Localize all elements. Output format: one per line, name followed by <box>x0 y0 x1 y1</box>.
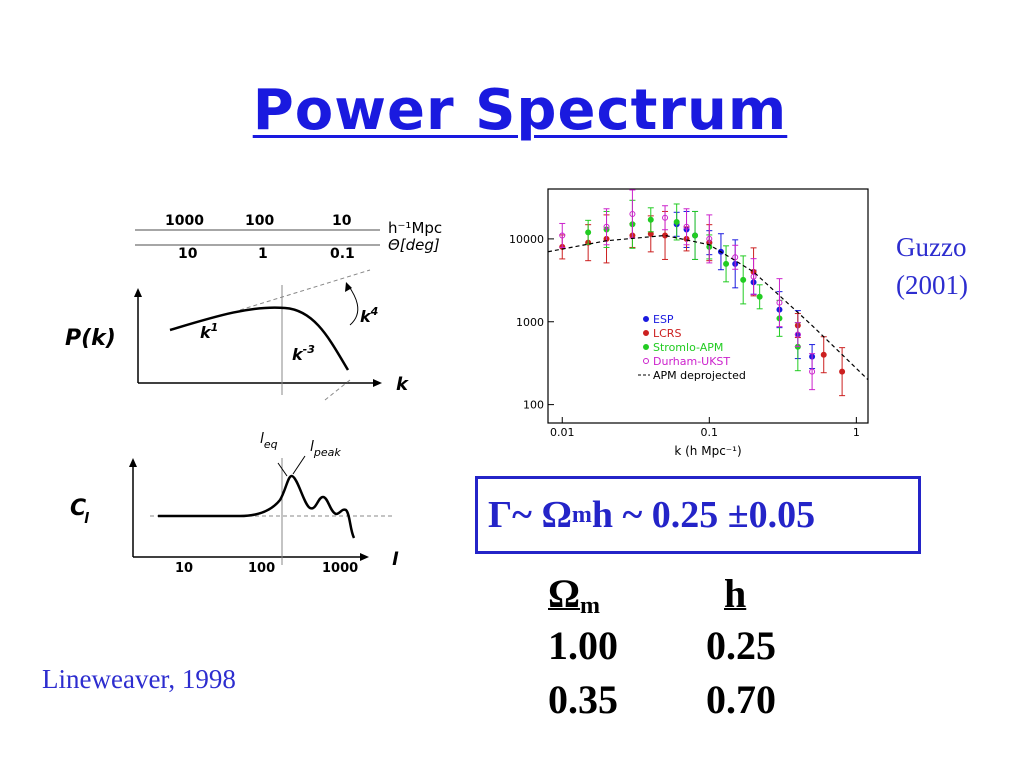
table-row-2-omega: 0.35 <box>548 677 618 722</box>
data-point-durham-ukst <box>732 254 739 261</box>
caption-lineweaver: Lineweaver, 1998 <box>42 664 236 694</box>
x-tick-label: 0.01 <box>550 426 575 439</box>
data-point-durham-ukst <box>809 368 816 375</box>
data-point-stromlo-apm <box>585 229 592 236</box>
data-point-stromlo-apm <box>740 276 747 283</box>
scale-bottom-0.1: 0.1 <box>330 246 355 262</box>
scale-bars: 1000 100 10 h⁻¹Mpc 10 1 0.1 Θ[deg] <box>135 213 442 262</box>
pk-slope3: k4 <box>360 305 378 326</box>
scale-top-100: 100 <box>245 213 274 229</box>
scale-top-1000: 1000 <box>165 213 204 229</box>
power-spectrum-chart: 0.01 0.1 1 100 1000 10000 ESPLCRSStromlo-APMD… <box>509 188 869 458</box>
data-point-durham-ukst <box>706 235 713 242</box>
pk-panel: P(k) k k1 k-3 k4 <box>65 269 409 401</box>
y-tick-label: 10000 <box>509 233 544 246</box>
legend-swatch <box>643 358 649 364</box>
data-point-stromlo-apm <box>647 216 654 223</box>
data-point-durham-ukst <box>662 214 669 221</box>
data-point-stromlo-apm <box>723 260 730 267</box>
table-row-2-h: 0.70 <box>706 677 776 722</box>
data-point-durham-ukst <box>603 223 610 230</box>
legend-label: LCRS <box>653 327 681 340</box>
cl-tick-10: 10 <box>175 561 193 576</box>
table-row-1-omega: 1.00 <box>548 623 618 668</box>
col-h-header: h <box>724 571 747 616</box>
scale-bottom-1: 1 <box>258 246 268 262</box>
x-tick-label: 1 <box>853 426 860 439</box>
data-point-durham-ukst <box>794 331 801 338</box>
col-omega-header: Ωm <box>548 571 601 619</box>
legend-label: ESP <box>653 313 674 326</box>
legend-label: APM deprojected <box>653 369 746 382</box>
pk-slope1: k1 <box>200 321 218 342</box>
page-title: Power Spectrum <box>252 78 788 143</box>
eq-gamma: Γ~ Ω <box>488 494 572 536</box>
chart-xlabel: k (h Mpc⁻¹) <box>674 444 741 458</box>
data-point-stromlo-apm <box>673 218 680 225</box>
scale-top-unit: h⁻¹Mpc <box>388 219 442 237</box>
scale-bottom-unit: Θ[deg] <box>388 236 440 254</box>
pk-ylabel: P(k) <box>65 326 116 351</box>
data-point-lcrs <box>839 368 846 375</box>
pk-xlabel: k <box>396 374 409 395</box>
lineweaver-diagram: 1000 100 10 h⁻¹Mpc 10 1 0.1 Θ[deg] P(k) … <box>65 213 442 576</box>
table-row-1-h: 0.25 <box>706 623 776 668</box>
cl-ylabel: Cl <box>70 496 89 527</box>
x-tick-label: 0.1 <box>701 426 719 439</box>
eq-sub: m <box>571 501 592 528</box>
cl-leq: leq <box>260 431 278 451</box>
cl-tick-100: 100 <box>248 561 275 576</box>
cl-panel: Cl l leq lpeak 10 100 1000 <box>70 431 399 576</box>
cl-xlabel: l <box>392 549 399 570</box>
caption-guzzo: Guzzo (2001) <box>896 228 968 304</box>
y-tick-label: 100 <box>523 399 544 412</box>
pk-slope2: k-3 <box>292 343 315 364</box>
data-point-durham-ukst <box>629 210 636 217</box>
cl-lpeak: lpeak <box>310 439 341 459</box>
data-point-stromlo-apm <box>692 232 699 239</box>
data-point-lcrs <box>820 351 827 358</box>
legend-label: Stromlo-APM <box>653 341 723 354</box>
data-point-durham-ukst <box>559 232 566 239</box>
legend-swatch <box>643 344 649 350</box>
caption-guzzo-year: (2001) <box>896 270 968 300</box>
data-point-durham-ukst <box>750 273 757 280</box>
legend-swatch <box>643 330 649 336</box>
eq-rest: h ~ 0.25 ±0.05 <box>591 494 816 536</box>
scale-top-10: 10 <box>332 213 352 229</box>
cl-tick-1000: 1000 <box>322 561 358 576</box>
data-point-durham-ukst <box>683 223 690 230</box>
series-apm-deprojected-line <box>547 234 869 381</box>
y-tick-label: 1000 <box>516 316 544 329</box>
chart-frame <box>547 188 869 424</box>
data-point-stromlo-apm <box>756 293 763 300</box>
legend-label: Durham-UKST <box>653 355 730 368</box>
caption-guzzo-name: Guzzo <box>896 232 967 262</box>
scale-bottom-10: 10 <box>178 246 198 262</box>
data-point-durham-ukst <box>776 299 783 306</box>
legend-swatch <box>643 316 649 322</box>
